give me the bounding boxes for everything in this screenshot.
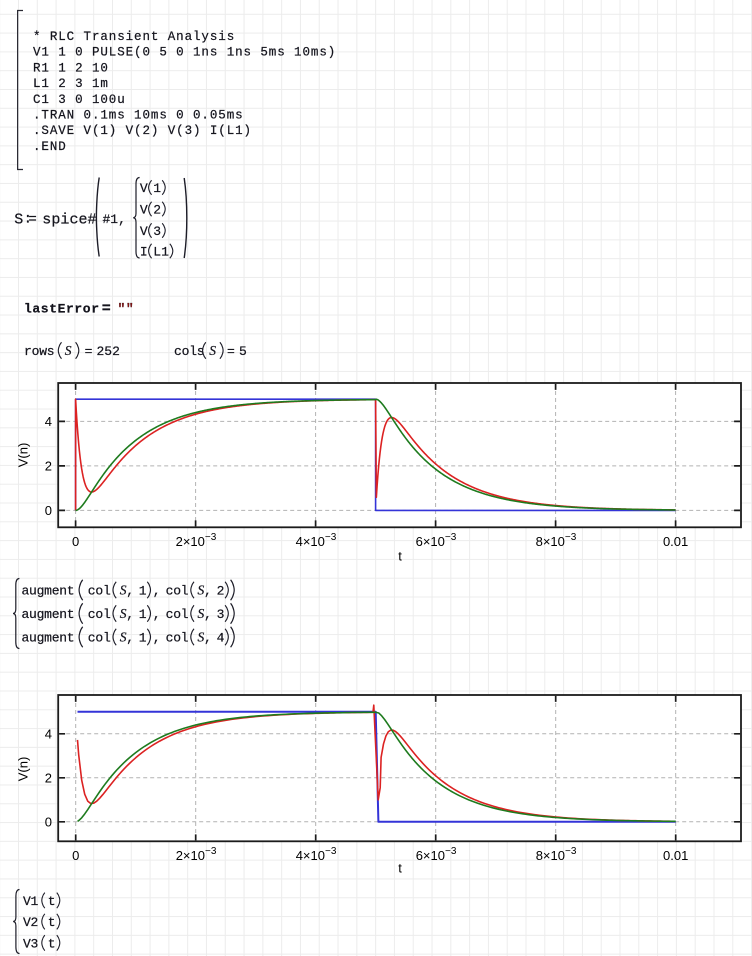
svg-text:5: 5 (239, 344, 247, 359)
svg-text:,: , (204, 584, 212, 599)
svg-text:V: V (140, 203, 148, 218)
svg-text:V3: V3 (23, 936, 38, 951)
svg-text:col: col (166, 607, 189, 622)
svg-text:spice#: spice# (42, 212, 96, 229)
svg-text:2×10−3: 2×10−3 (176, 532, 217, 549)
svg-text:V: V (140, 181, 148, 196)
svg-text:col: col (88, 631, 111, 646)
svg-text:S: S (198, 630, 205, 645)
svg-text:,: , (126, 631, 134, 646)
svg-text:augment: augment (22, 631, 75, 646)
svg-text:2: 2 (217, 584, 225, 599)
svg-text:lastError: lastError (24, 302, 100, 317)
svg-text:V2: V2 (23, 915, 38, 930)
svg-text:cols: cols (174, 344, 204, 359)
svg-text:0.01: 0.01 (663, 848, 688, 863)
svg-text:1: 1 (139, 607, 147, 622)
svg-text:0: 0 (72, 848, 79, 863)
svg-text:t: t (48, 894, 56, 909)
svg-text:4: 4 (45, 726, 52, 741)
svg-text:t: t (398, 861, 402, 876)
svg-text:2: 2 (45, 458, 52, 473)
svg-text:2: 2 (45, 770, 52, 785)
svg-text:=: = (102, 301, 111, 318)
svg-text:col: col (166, 584, 189, 599)
svg-text:R1 1 2 10: R1 1 2 10 (33, 61, 109, 75)
svg-text:,: , (126, 607, 134, 622)
svg-text:2: 2 (153, 203, 161, 218)
svg-text:t: t (398, 549, 402, 564)
svg-text:0.01: 0.01 (663, 534, 688, 549)
svg-text:3: 3 (153, 224, 161, 239)
svg-text:.TRAN 0.1ms 10ms 0 0.05ms: .TRAN 0.1ms 10ms 0 0.05ms (33, 109, 244, 123)
svg-text:,: , (204, 607, 212, 622)
svg-text:I: I (140, 245, 148, 260)
svg-text:V(n): V(n) (16, 757, 31, 782)
svg-text:S: S (14, 212, 23, 229)
svg-text:V(n): V(n) (16, 443, 31, 468)
svg-text:,: , (204, 631, 212, 646)
svg-text:2×10−3: 2×10−3 (176, 846, 217, 863)
svg-text:col: col (166, 631, 189, 646)
svg-text:"": "" (118, 302, 135, 317)
svg-text:V: V (140, 224, 148, 239)
svg-text:augment: augment (22, 584, 75, 599)
svg-text:V1 1 0 PULSE(0 5 0 1ns 1ns 5ms: V1 1 0 PULSE(0 5 0 1ns 1ns 5ms 10ms) (33, 46, 336, 60)
svg-text:,: , (153, 631, 161, 646)
svg-text:S: S (209, 343, 216, 358)
svg-text:4×10−3: 4×10−3 (296, 532, 337, 549)
svg-text:augment: augment (22, 607, 75, 622)
svg-text:S: S (65, 343, 72, 358)
svg-text:S: S (120, 606, 127, 621)
svg-text:L1: L1 (153, 245, 169, 260)
svg-text:6×10−3: 6×10−3 (416, 532, 457, 549)
svg-text:6×10−3: 6×10−3 (416, 846, 457, 863)
svg-text:col: col (88, 584, 111, 599)
svg-text:4: 4 (45, 414, 52, 429)
svg-text:col: col (88, 607, 111, 622)
svg-text:,: , (126, 584, 134, 599)
svg-text:3: 3 (217, 607, 225, 622)
svg-text:=: = (227, 344, 235, 359)
svg-text:4: 4 (217, 631, 225, 646)
svg-text:,: , (153, 607, 161, 622)
svg-text:t: t (48, 915, 56, 930)
svg-text:1: 1 (139, 584, 147, 599)
svg-text:.SAVE V(1) V(2) V(3) I(L1): .SAVE V(1) V(2) V(3) I(L1) (33, 124, 252, 138)
svg-text:C1 3 0 100u: C1 3 0 100u (33, 93, 126, 107)
svg-text:,: , (153, 584, 161, 599)
svg-text:=: = (85, 344, 93, 359)
svg-text:0: 0 (45, 503, 52, 518)
svg-text:=: = (28, 212, 36, 228)
svg-text:S: S (198, 606, 205, 621)
svg-text:L1 2 3 1m: L1 2 3 1m (33, 77, 109, 91)
svg-text:0: 0 (45, 814, 52, 829)
svg-text:S: S (198, 583, 205, 598)
svg-text:* RLC Transient Analysis: * RLC Transient Analysis (33, 30, 235, 44)
svg-text:1: 1 (139, 631, 147, 646)
svg-text::: : (24, 212, 32, 228)
svg-text:.END: .END (33, 140, 67, 154)
svg-text:0: 0 (72, 534, 79, 549)
svg-text:252: 252 (97, 344, 120, 359)
svg-text:rows: rows (24, 344, 54, 359)
svg-text:8×10−3: 8×10−3 (536, 846, 577, 863)
svg-text:8×10−3: 8×10−3 (536, 532, 577, 549)
svg-text:S: S (120, 583, 127, 598)
svg-text:t: t (48, 936, 56, 951)
svg-text:#1,: #1, (103, 212, 126, 227)
svg-text:4×10−3: 4×10−3 (296, 846, 337, 863)
svg-text:V1: V1 (23, 894, 39, 909)
svg-text:S: S (120, 630, 127, 645)
svg-text:1: 1 (153, 181, 161, 196)
